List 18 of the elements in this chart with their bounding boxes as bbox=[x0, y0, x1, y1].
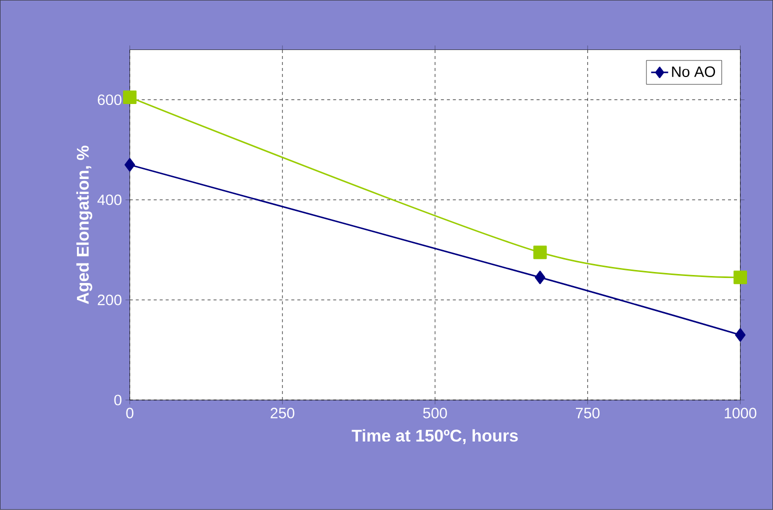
legend-label: No AO bbox=[672, 66, 716, 78]
y-tick-label: 600 bbox=[98, 94, 122, 106]
point bbox=[124, 158, 136, 172]
point bbox=[735, 328, 746, 342]
point bbox=[734, 270, 748, 284]
y-tick-label: 0 bbox=[114, 394, 122, 406]
x-tick-label: 750 bbox=[576, 408, 600, 418]
x-tick-label: 1000 bbox=[724, 408, 756, 418]
y-tick-label: 200 bbox=[98, 294, 122, 306]
x-axis-title: Time at 150ºC, hours bbox=[352, 429, 518, 444]
x-tick-label: 0 bbox=[126, 408, 134, 418]
point bbox=[534, 270, 546, 284]
point bbox=[123, 90, 137, 104]
y-tick-label: 400 bbox=[97, 194, 122, 206]
x-tick-label: 500 bbox=[423, 408, 447, 418]
x-tick-label: 250 bbox=[270, 408, 294, 418]
point bbox=[533, 246, 547, 260]
y-axis-title: Aged Elongation, % bbox=[76, 146, 92, 304]
